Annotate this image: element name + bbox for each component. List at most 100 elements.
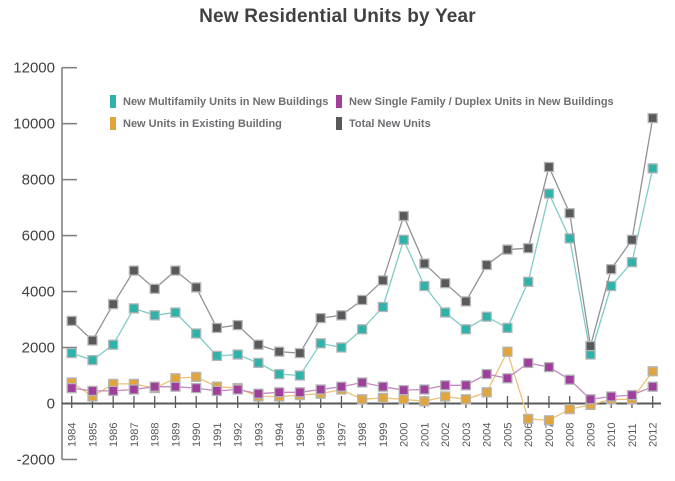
data-point — [481, 259, 492, 271]
data-point — [170, 373, 181, 384]
data-point — [149, 381, 160, 392]
x-tick-label: 1997 — [336, 423, 348, 447]
x-tick-label: 1994 — [274, 423, 286, 447]
data-point — [419, 384, 430, 395]
data-point — [253, 388, 264, 399]
data-point — [315, 338, 326, 349]
chart-title: New Residential Units by Year — [199, 6, 476, 27]
data-point — [128, 265, 140, 276]
series-new-multifamily-units-in-new-buildings — [66, 163, 658, 381]
data-point — [315, 312, 326, 324]
data-point — [357, 394, 368, 405]
data-point — [128, 384, 140, 395]
y-axis: 12000 10000 8000 6000 4000 2000 0 -2000 — [13, 60, 77, 468]
data-point — [211, 350, 223, 362]
data-point — [253, 357, 264, 369]
legend-item-existing-building: New Units in Existing Building — [110, 117, 282, 130]
data-point — [564, 403, 575, 415]
data-point — [419, 258, 430, 269]
legend-label-single-family-duplex: New Single Family / Duplex Units in New … — [349, 95, 614, 108]
x-tick-label: 1989 — [170, 423, 182, 447]
x-tick-label: 1987 — [129, 423, 141, 447]
data-point — [294, 387, 306, 398]
data-point — [502, 346, 513, 357]
x-tick-label: 2004 — [482, 423, 494, 447]
y-tick-label: 10000 — [13, 116, 55, 133]
data-point — [543, 161, 555, 173]
y-tick-label: -2000 — [17, 451, 55, 468]
data-point — [357, 294, 368, 306]
data-point — [191, 282, 202, 293]
data-point — [191, 371, 202, 383]
data-point — [543, 361, 555, 373]
data-point — [211, 385, 223, 397]
data-point — [647, 366, 658, 377]
data-point — [585, 340, 596, 352]
data-point — [440, 391, 451, 402]
data-point — [398, 210, 409, 222]
x-tick-label: 1995 — [295, 423, 307, 447]
data-point — [523, 243, 534, 254]
data-point — [191, 328, 202, 339]
legend-item-total-new-units: Total New Units — [336, 117, 431, 130]
data-point — [543, 415, 555, 426]
data-point — [647, 112, 658, 124]
data-point — [564, 374, 575, 385]
data-point — [585, 349, 596, 360]
x-tick-label: 1999 — [378, 423, 390, 447]
x-tick-label: 1992 — [233, 423, 245, 447]
x-tick-label: 2005 — [502, 423, 514, 447]
data-point — [232, 384, 243, 395]
data-point — [564, 208, 575, 219]
data-point — [87, 354, 98, 366]
data-point — [66, 347, 77, 359]
legend-swatch-single-family-duplex — [336, 95, 342, 108]
series-new-single-family-duplex-units-in-new-buildings — [66, 357, 658, 405]
series-line-new-multifamily-units-in-new-buildings — [71, 168, 654, 377]
data-point — [398, 394, 409, 405]
legend-swatch-existing-building — [110, 117, 116, 130]
x-tick-label: 1993 — [253, 423, 265, 447]
data-point — [211, 322, 223, 334]
data-point — [170, 307, 181, 318]
data-point — [377, 301, 389, 313]
data-point — [274, 387, 285, 398]
data-point — [253, 339, 264, 350]
legend-swatch-multifamily — [110, 95, 116, 108]
y-tick-label: 4000 — [22, 284, 55, 301]
data-point — [440, 307, 451, 318]
x-tick-label: 1996 — [316, 423, 328, 447]
data-point — [481, 311, 492, 322]
x-tick-label: 1998 — [357, 423, 369, 447]
data-point — [170, 381, 181, 392]
data-point — [294, 347, 306, 359]
data-point — [585, 394, 596, 405]
y-tick-label: 0 — [47, 396, 55, 413]
x-tick-label: 1986 — [108, 423, 120, 447]
data-point — [357, 324, 368, 335]
data-point — [606, 391, 617, 402]
legend-label-existing-building: New Units in Existing Building — [123, 117, 282, 130]
series-total-new-units — [66, 112, 658, 359]
x-tick-label: 2012 — [648, 423, 660, 447]
legend-label-total-new-units: Total New Units — [349, 117, 431, 130]
data-point — [377, 381, 389, 392]
y-tick-label: 2000 — [22, 340, 55, 357]
data-point — [481, 387, 492, 398]
x-tick-label: 2008 — [565, 423, 577, 447]
x-tick-label: 2009 — [585, 423, 597, 447]
x-tick-label: 2006 — [523, 423, 535, 447]
data-point — [336, 381, 347, 392]
y-tick-label: 12000 — [13, 60, 55, 77]
x-tick-label: 2010 — [606, 423, 618, 447]
data-point — [626, 234, 638, 245]
data-point — [606, 264, 617, 275]
data-point — [274, 346, 285, 357]
data-point — [377, 275, 389, 286]
x-tick-label: 1985 — [87, 423, 99, 447]
data-point — [274, 368, 285, 380]
x-tick-label: 2007 — [544, 423, 556, 447]
data-point — [128, 303, 140, 314]
data-point — [87, 385, 98, 397]
